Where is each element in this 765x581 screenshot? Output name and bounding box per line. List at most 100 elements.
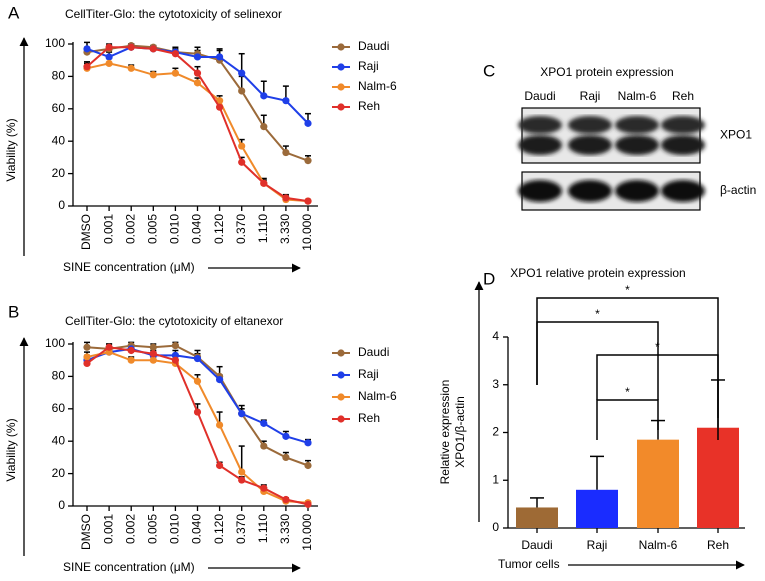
blot-frame bbox=[521, 107, 701, 164]
point bbox=[83, 353, 91, 361]
legend-marker bbox=[337, 371, 345, 379]
legend-label: Nalm-6 bbox=[358, 389, 397, 403]
point bbox=[238, 87, 246, 95]
point bbox=[304, 119, 312, 127]
bar bbox=[697, 427, 739, 528]
point bbox=[216, 421, 224, 429]
significance-label: * bbox=[595, 307, 600, 321]
lane-label: Raji bbox=[580, 89, 601, 103]
y-tick-label: 100 bbox=[45, 36, 65, 50]
x-tick-label: 0.370 bbox=[234, 514, 248, 544]
x-tick-label: Reh bbox=[707, 538, 729, 552]
y-tick-label: 20 bbox=[52, 166, 66, 180]
row-label: XPO1 bbox=[720, 128, 752, 142]
legend-label: Reh bbox=[358, 411, 380, 425]
x-tick-label: 0.040 bbox=[190, 214, 204, 244]
point bbox=[238, 158, 246, 166]
x-tick-label: 0.001 bbox=[101, 214, 115, 244]
point bbox=[238, 69, 246, 77]
point bbox=[171, 342, 179, 350]
band bbox=[518, 116, 562, 134]
x-axis-title: SINE concentration (μM) bbox=[63, 260, 195, 274]
x-axis-title: SINE concentration (μM) bbox=[63, 560, 195, 574]
series-line bbox=[86, 347, 309, 444]
x-tick-label: 0.010 bbox=[168, 514, 182, 544]
x-tick-label: 0.010 bbox=[168, 214, 182, 244]
significance-bracket bbox=[596, 399, 659, 440]
point bbox=[193, 69, 202, 77]
point bbox=[260, 419, 268, 427]
lane-label: Nalm-6 bbox=[618, 89, 657, 103]
point bbox=[193, 79, 202, 87]
x-tick-label: 3.330 bbox=[278, 214, 292, 244]
point bbox=[304, 157, 312, 165]
y-tick-label: 100 bbox=[45, 336, 65, 350]
y-tick-label: 80 bbox=[52, 69, 66, 83]
y-tick-label: 60 bbox=[52, 101, 66, 115]
point bbox=[216, 376, 224, 384]
legend-marker bbox=[337, 103, 345, 111]
legend-label: Raji bbox=[358, 367, 379, 381]
point bbox=[260, 179, 268, 187]
point bbox=[149, 350, 157, 358]
panel-label: D bbox=[483, 269, 495, 288]
legend-label: Reh bbox=[358, 99, 380, 113]
band bbox=[518, 135, 562, 155]
x-tick-label: DMSO bbox=[79, 214, 93, 250]
point bbox=[83, 63, 91, 71]
point bbox=[282, 97, 290, 105]
point bbox=[127, 356, 135, 364]
point bbox=[127, 64, 135, 72]
y-tick-label: 2 bbox=[492, 425, 499, 439]
legend-label: Raji bbox=[358, 59, 379, 73]
legend-marker bbox=[337, 349, 345, 357]
panel-label: A bbox=[8, 3, 20, 22]
point bbox=[193, 377, 202, 385]
point bbox=[260, 92, 268, 100]
panel-label: B bbox=[8, 302, 19, 321]
x-tick-label: 10.000 bbox=[300, 514, 314, 551]
y-tick-label: 40 bbox=[52, 133, 66, 147]
legend-marker bbox=[337, 43, 345, 51]
point bbox=[149, 71, 157, 79]
legend-marker bbox=[337, 83, 345, 91]
chart-title: XPO1 relative protein expression bbox=[510, 266, 685, 280]
legend-marker bbox=[337, 63, 345, 71]
point bbox=[282, 148, 290, 157]
point bbox=[282, 495, 290, 504]
y-tick-label: 0 bbox=[58, 198, 65, 212]
x-tick-label: 0.002 bbox=[123, 514, 137, 544]
band bbox=[518, 180, 562, 202]
point bbox=[105, 53, 113, 61]
x-tick-label: 0.120 bbox=[212, 514, 226, 544]
y-tick-label: 4 bbox=[492, 329, 499, 343]
band bbox=[661, 180, 705, 202]
y-tick-label: 3 bbox=[492, 377, 499, 391]
point bbox=[149, 45, 157, 53]
point bbox=[127, 43, 135, 51]
point bbox=[216, 53, 224, 61]
point bbox=[105, 43, 113, 51]
y-tick-label: 40 bbox=[52, 433, 66, 447]
x-tick-label: 0.005 bbox=[145, 214, 159, 244]
point bbox=[171, 50, 179, 58]
x-tick-label: 0.001 bbox=[101, 514, 115, 544]
point bbox=[193, 354, 202, 363]
point bbox=[216, 103, 224, 111]
significance-label: * bbox=[625, 385, 630, 399]
x-axis-title: Tumor cells bbox=[498, 557, 560, 571]
x-tick-label: Raji bbox=[587, 538, 608, 552]
band bbox=[615, 180, 659, 202]
legend-marker bbox=[337, 415, 345, 423]
x-tick-label: 0.120 bbox=[212, 214, 226, 244]
legend-label: Daudi bbox=[358, 345, 389, 359]
lane-label: Daudi bbox=[524, 89, 555, 103]
bar bbox=[576, 489, 618, 528]
lane-label: Reh bbox=[672, 89, 694, 103]
point bbox=[304, 461, 312, 470]
significance-bracket bbox=[536, 321, 659, 400]
point bbox=[238, 410, 246, 418]
x-tick-label: 3.330 bbox=[278, 514, 292, 544]
point bbox=[83, 343, 91, 351]
